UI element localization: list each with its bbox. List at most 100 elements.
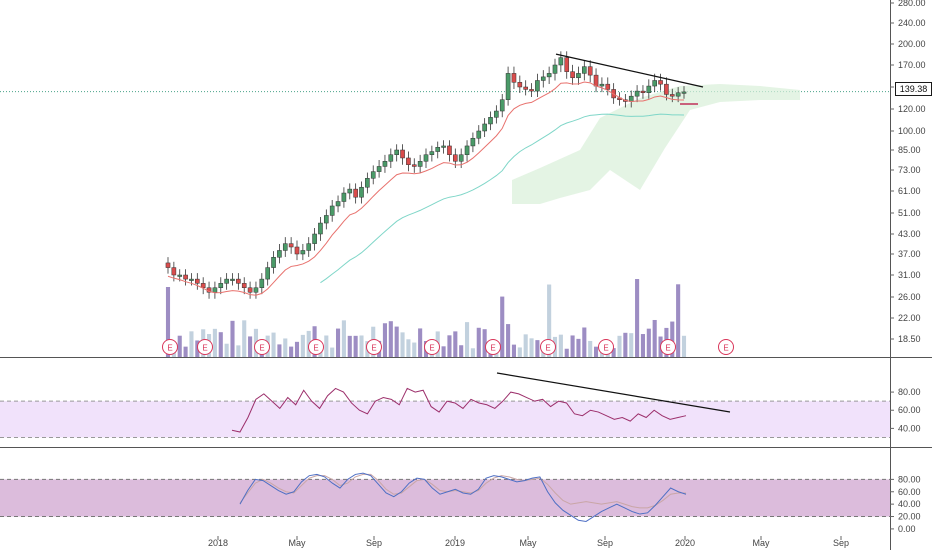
candle [582,66,587,74]
volume-bar [283,338,288,357]
earnings-marker [660,339,676,355]
earnings-marker-label: E [545,344,550,353]
stoch-tick-label: 60.00 [898,487,921,497]
candle [394,149,399,155]
candle [429,151,435,155]
volume-bar [341,320,346,357]
earnings-marker [366,339,382,355]
y-tick-label: 51.00 [898,208,921,218]
candle [411,164,417,167]
volume-bar [224,343,229,357]
volume-bar [482,329,487,357]
rsi-tick-label: 40.00 [898,423,921,433]
cloud-area [512,84,800,204]
volume-bar [558,334,563,357]
rsi-tick-label: 60.00 [898,405,921,415]
volume-bar [347,335,352,357]
candle [488,117,493,125]
candle [312,233,317,244]
candle [511,73,517,83]
volume-bar [441,346,446,357]
y-tick-label: 43.00 [898,229,921,239]
candle [529,89,534,92]
candle [365,178,370,188]
volume-bar [529,338,534,357]
y-tick-label: 26.00 [898,292,921,302]
candle [599,83,605,87]
x-tick-label: 2018 [208,538,228,548]
candle [464,145,470,155]
volume-bar [593,346,599,357]
candle [634,90,640,97]
volume-bar [353,335,358,357]
earnings-marker-label: E [665,344,670,353]
volume-bar [294,341,300,357]
volume-bar [330,347,335,357]
stoch-tick-label: 0.00 [898,524,916,534]
volume-bar [459,345,464,357]
candle [259,278,265,288]
x-tick-label: May [288,538,306,548]
candle [177,274,183,277]
volume-bar [670,321,675,357]
candle [681,91,687,94]
volume-bar [635,279,640,357]
candle [552,64,558,74]
candle [189,278,194,281]
candle [447,145,452,155]
volume-bar [218,332,223,357]
volume-bar [676,284,681,357]
candle [658,80,663,85]
y-tick-label: 22.00 [898,313,921,323]
volume-bar [447,335,452,357]
candle [253,287,259,293]
candle [388,154,394,162]
volume-bar [652,319,657,357]
earnings-marker [598,339,614,355]
rsi-line [231,387,687,433]
earnings-marker [197,339,213,355]
volume-bar [165,287,171,357]
y-tick-label: 240.00 [898,18,926,28]
candle [675,92,681,97]
volume-bar [588,340,593,357]
volume-bar [335,328,341,357]
earnings-marker [162,339,178,355]
candle [318,222,323,235]
rsi-tick-label: 80.00 [898,387,921,397]
volume-bar [582,327,587,357]
volume-bar [623,332,628,357]
volume-bar [640,334,646,357]
volume-bar [476,327,481,357]
volume-bar [517,347,522,357]
candle [576,73,581,79]
y-tick-label: 37.00 [898,249,921,259]
candle [171,267,177,276]
earnings-marker [485,339,501,355]
volume-bar [236,345,241,357]
candle [587,66,593,76]
earnings-marker [308,339,324,355]
y-tick-label: 31.00 [898,270,921,280]
candle [382,161,388,167]
candle [288,243,294,248]
candle [329,205,335,216]
volume-bar [388,321,393,357]
candle [195,278,200,284]
candle [341,192,347,202]
volume-bar [230,320,235,357]
x-tick-label: Sep [366,538,382,548]
earnings-marker [254,339,270,355]
candle [230,278,235,281]
candle [458,154,464,162]
earnings-marker-label: E [313,344,318,353]
candle [417,161,423,167]
stoch-d-line [239,473,686,509]
candle [517,82,523,88]
earnings-marker [540,339,556,355]
volume-bar [406,339,411,357]
stoch-tick-label: 20.00 [898,512,921,522]
rsi-band [0,401,890,438]
candle [664,83,669,95]
